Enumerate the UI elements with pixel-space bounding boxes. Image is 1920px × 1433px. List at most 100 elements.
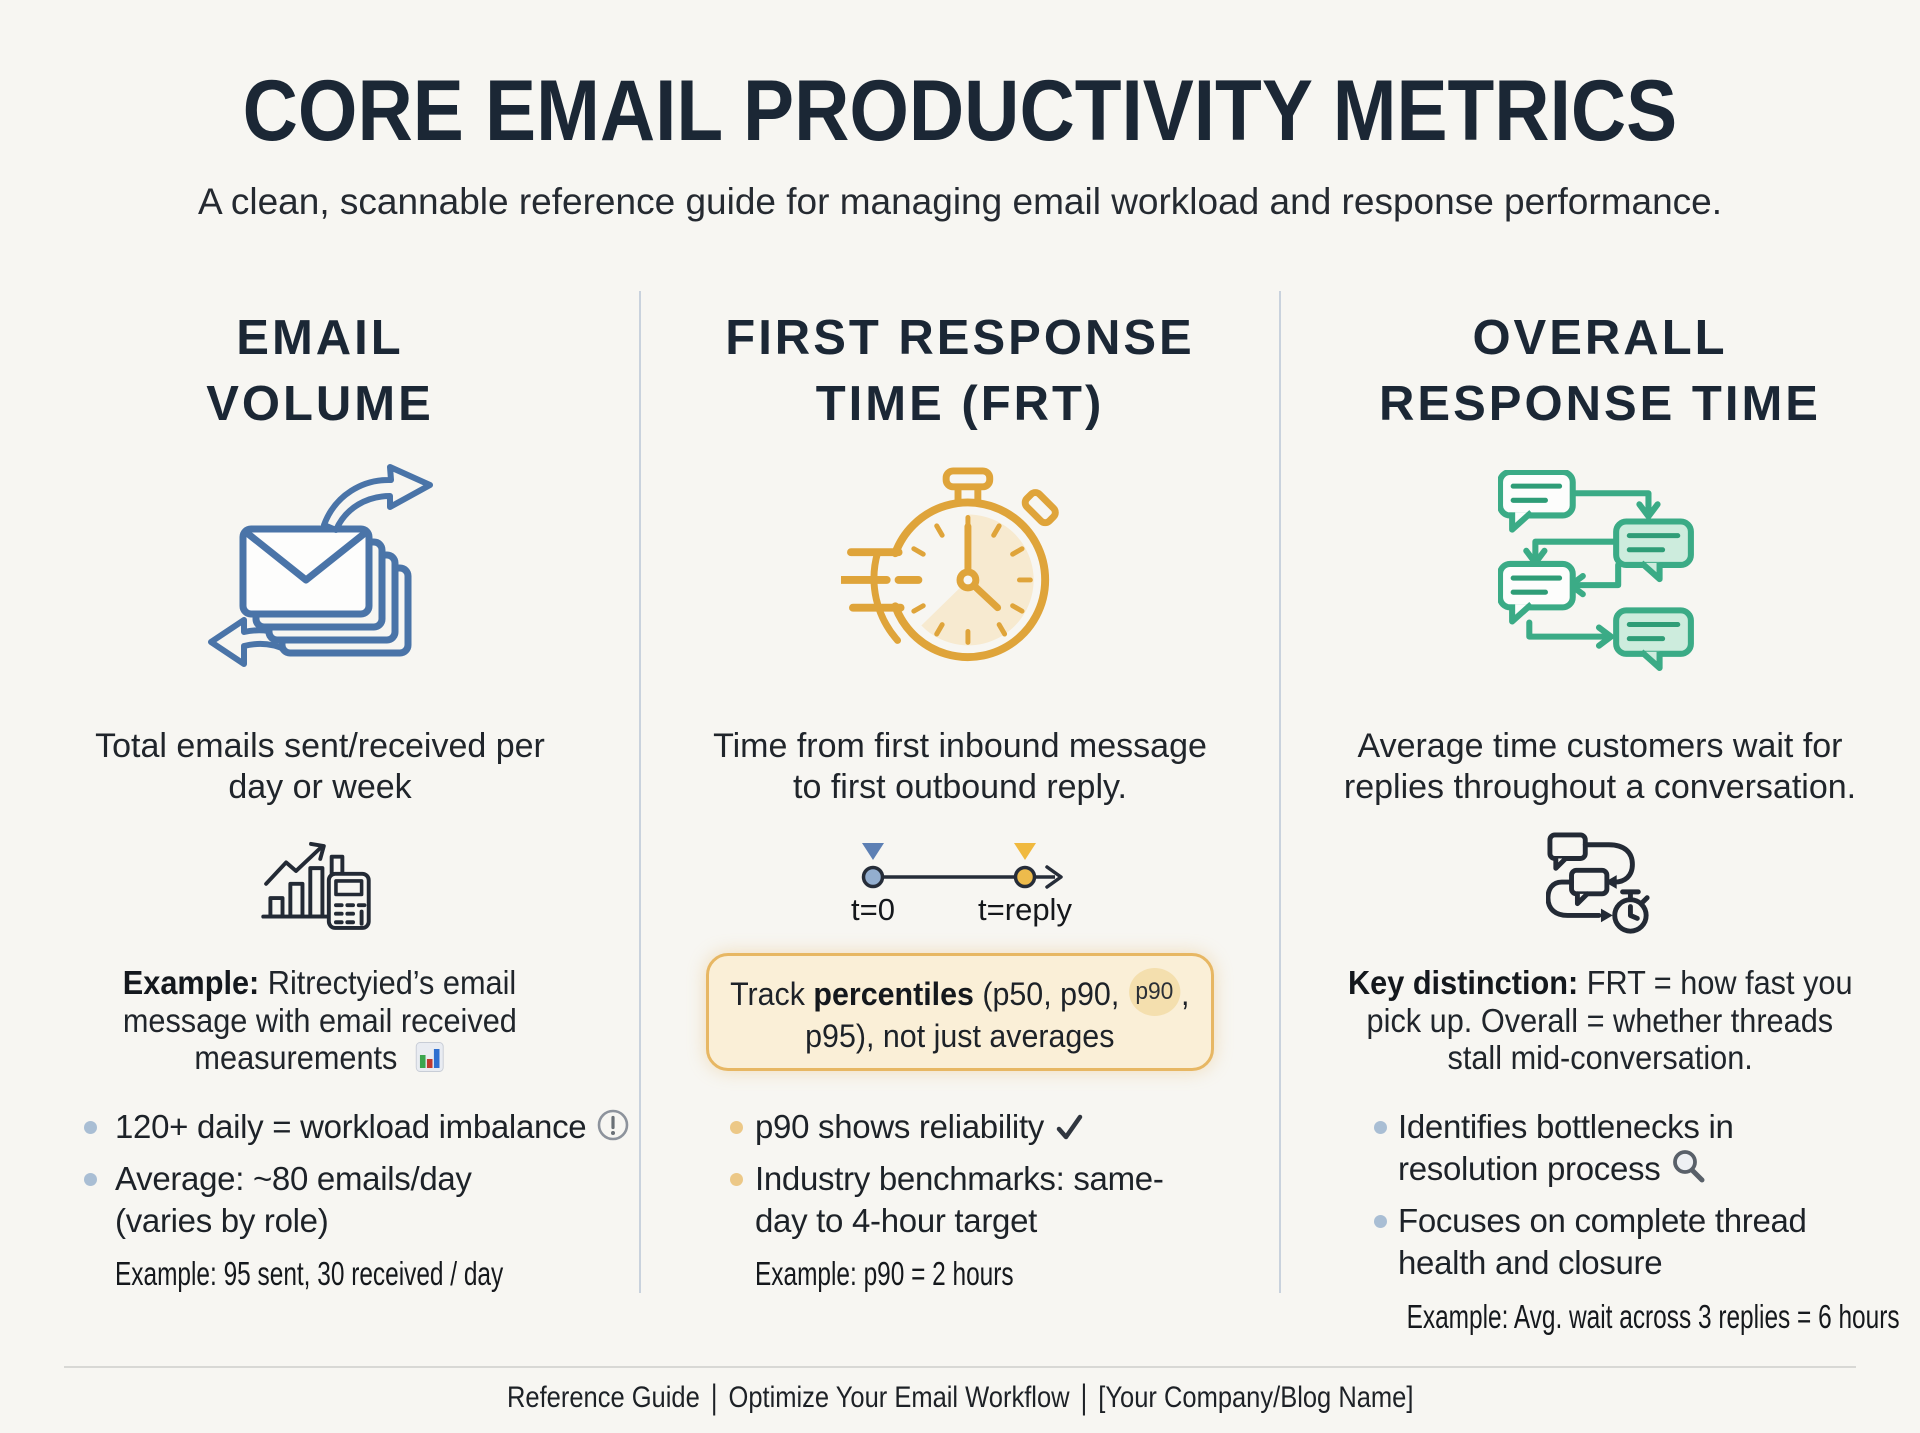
column-2-description: Time from first inbound message to first… — [680, 726, 1240, 808]
p90-badge: p90 — [1128, 968, 1181, 1016]
footer-separator: | — [710, 1378, 718, 1417]
thread-reply-timer-icon — [1320, 831, 1880, 939]
bullet-item: Average: ~80 emails/day (varies by role) — [80, 1158, 600, 1242]
bullet-item: Industry benchmarks: same- day to 4-hour… — [720, 1158, 1240, 1242]
checkmark-icon — [1054, 1110, 1084, 1152]
highlight-callout-box: Track percentiles (p50, p90, p90, p95), … — [706, 953, 1214, 1071]
text-line: (varies by role) — [115, 1202, 329, 1239]
text-line: to first outbound reply. — [793, 768, 1127, 806]
text-line: Focuses on complete thread — [1398, 1202, 1807, 1239]
text-line: 120+ daily = workload imbalance — [115, 1106, 629, 1152]
column-1-bullet-list: 120+ daily = workload imbalance Average:… — [80, 1106, 629, 1242]
text-line: measurements — [40, 1039, 600, 1081]
column-3-description: Average time customers wait for replies … — [1320, 726, 1880, 808]
text-condensed: message with email received — [122, 1001, 518, 1039]
text-condensed: Example: p90 = 2 hours — [755, 1255, 1014, 1292]
text-line: p90 shows reliability — [755, 1106, 1240, 1152]
bullet-dot — [1374, 1215, 1387, 1228]
bullet-dot — [730, 1121, 743, 1134]
footer-item: Optimize Your Email Workflow — [728, 1381, 1070, 1414]
column-3-heading: OVERALL RESPONSE TIME — [1320, 305, 1880, 437]
text-line: Average: ~80 emails/day — [115, 1160, 472, 1197]
text-span: Track — [730, 976, 814, 1012]
email-stack-icon — [40, 452, 600, 687]
highlight-line: Track percentiles (p50, p90, p90, — [718, 968, 1202, 1016]
text-condensed: p95), not just averages — [805, 1018, 1115, 1054]
timeline-start-label: t=0 — [851, 892, 895, 927]
text-condensed: Reference Guide | Optimize Your Email Work… — [506, 1378, 1414, 1417]
column-2-example-caption: Example: p90 = 2 hours — [680, 1255, 1240, 1293]
text-line: Identifies bottlenecks in — [1398, 1108, 1734, 1145]
text-condensed: pick up. Overall = whether threads — [1366, 1001, 1834, 1039]
column-1-description: Total emails sent/received per day or we… — [40, 726, 600, 808]
text-span: 120+ daily = workload imbalance — [115, 1108, 587, 1145]
timeline-graphic — [861, 843, 1063, 889]
growth-chart-calculator-icon — [40, 838, 600, 931]
text-line: Total emails sent/received per — [95, 727, 545, 765]
text-line: message with email received — [40, 1002, 600, 1040]
alert-circle-icon — [596, 1108, 630, 1152]
footer-item: Reference Guide — [506, 1381, 700, 1414]
page-title: CORE EMAIL PRODUCTIVITY METRICS — [242, 63, 1678, 159]
text-line: OVERALL — [1472, 311, 1728, 365]
column-3-bullet-list: Identifies bottlenecks in resolution pro… — [1368, 1106, 1888, 1284]
bar-chart-emoji-icon — [416, 1041, 446, 1081]
bullet-item: Identifies bottlenecks in resolution pro… — [1368, 1106, 1888, 1194]
bullet-dot — [84, 1173, 97, 1186]
text-line: pick up. Overall = whether threads — [1320, 1002, 1880, 1040]
text-line: day to 4-hour target — [755, 1202, 1038, 1239]
text-line: RESPONSE TIME — [1379, 377, 1821, 431]
column-overall-response-time: OVERALL RESPONSE TIME — [1320, 0, 1900, 1433]
stopwatch-icon — [680, 465, 1240, 683]
text-line: Example: Ritrectyied’s email — [40, 964, 600, 1002]
text-line: Key distinction: FRT = how fast you — [1320, 964, 1880, 1002]
text-span: Ritrectyied’s email — [268, 964, 517, 1001]
text-line: FIRST RESPONSE — [725, 311, 1195, 365]
bullet-item: 120+ daily = workload imbalance — [80, 1106, 629, 1152]
text-line: EMAIL — [236, 311, 404, 365]
bold-prefix: Example: — [123, 964, 260, 1001]
page-subtitle: A clean, scannable reference guide for m… — [197, 181, 1723, 222]
footer-item: [Your Company/Blog Name] — [1098, 1381, 1414, 1414]
column-3-key-distinction: Key distinction: FRT = how fast you pick… — [1320, 964, 1880, 1077]
timeline-diagram: t=0 t=reply — [680, 836, 1240, 936]
bullet-item: Focuses on complete thread health and cl… — [1368, 1200, 1888, 1284]
text-line: Average time customers wait for — [1357, 727, 1843, 765]
column-1-example-caption: Example: 95 sent, 30 received / day — [40, 1255, 600, 1293]
column-2-bullet-list: p90 shows reliability Industry benchmark… — [720, 1106, 1240, 1242]
bold-prefix: percentiles — [813, 976, 975, 1012]
bullet-dot — [730, 1173, 743, 1186]
highlight-line: p95), not just averages — [797, 1016, 1123, 1056]
column-3-example-caption: Example: Avg. wait across 3 replies = 6 … — [1320, 1298, 1900, 1336]
bold-prefix: Key distinction: — [1347, 964, 1578, 1001]
text-line: resolution process — [1398, 1148, 1888, 1194]
timeline-start-marker — [862, 843, 884, 860]
text-span: p90 shows reliability — [755, 1108, 1045, 1145]
timeline-end-label: t=reply — [978, 892, 1072, 927]
text-line: Time from first inbound message — [713, 727, 1207, 765]
text-line: stall mid-conversation. — [1320, 1039, 1880, 1077]
text-line: health and closure — [1398, 1244, 1663, 1281]
column-divider-2 — [1279, 291, 1281, 1293]
conversation-thread-icon — [1320, 470, 1880, 674]
text-condensed: stall mid-conversation. — [1447, 1039, 1753, 1076]
text-condensed: measurements — [195, 1039, 446, 1081]
column-first-response-time: FIRST RESPONSE TIME (FRT) — [680, 0, 1240, 1433]
bullet-item: p90 shows reliability — [720, 1106, 1240, 1152]
text-span: FRT = how fast you — [1586, 964, 1853, 1001]
text-condensed: Example: Avg. wait across 3 replies = 6 … — [1406, 1298, 1900, 1335]
text-span: (p50, p90, — [974, 976, 1128, 1012]
text-condensed: Key distinction: FRT = how fast you — [1348, 964, 1853, 1002]
footer-divider — [64, 1366, 1856, 1368]
column-2-heading: FIRST RESPONSE TIME (FRT) — [680, 305, 1240, 437]
page-footer: Reference Guide | Optimize Your Email Work… — [0, 1378, 1920, 1417]
column-divider-1 — [639, 291, 641, 1293]
text-span: , — [1181, 976, 1190, 1012]
text-line: TIME (FRT) — [815, 377, 1105, 431]
text-line: Industry benchmarks: same- — [755, 1160, 1164, 1197]
column-1-example-note: Example: Ritrectyied’s email message wit… — [40, 964, 600, 1081]
magnifier-icon — [1670, 1148, 1706, 1194]
timeline-end-marker — [1014, 843, 1036, 860]
text-line: replies throughout a conversation. — [1343, 768, 1857, 806]
